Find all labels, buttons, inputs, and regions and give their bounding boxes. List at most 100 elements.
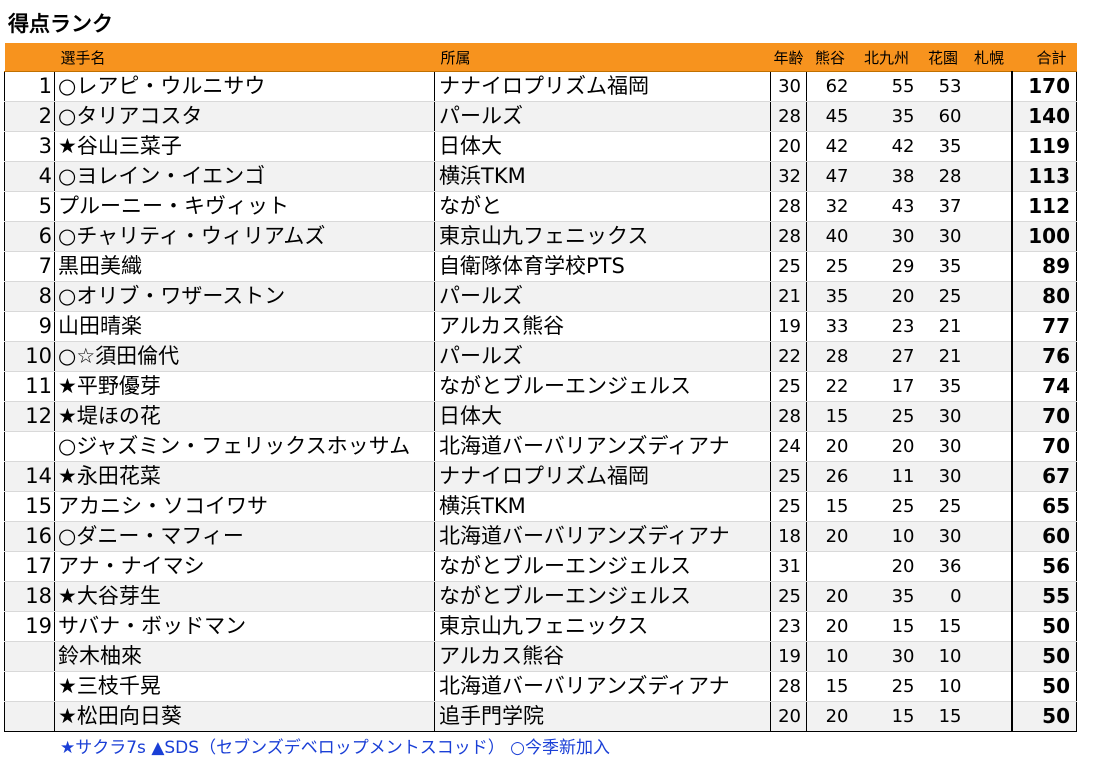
hanazono-points-cell: 30 bbox=[919, 461, 967, 492]
total-points-cell: 80 bbox=[1011, 281, 1078, 312]
hanazono-points-cell: 28 bbox=[919, 161, 967, 192]
kumagaya-points-cell: 15 bbox=[806, 401, 854, 432]
kumagaya-points-cell: 20 bbox=[806, 521, 854, 552]
age-cell: 25 bbox=[770, 461, 808, 492]
table-row: 5 プルーニー・キヴィット ながと 28 32 43 37 112 bbox=[4, 191, 1078, 222]
table-row: 鈴木柚來 アルカス熊谷 19 10 30 10 50 bbox=[4, 641, 1078, 672]
kitakyushu-points-cell: 55 bbox=[853, 71, 920, 102]
kitakyushu-points-cell: 23 bbox=[853, 311, 920, 342]
total-points-cell: 55 bbox=[1011, 581, 1078, 612]
player-name-cell: ○ヨレイン・イエンゴ bbox=[54, 161, 435, 192]
page-title: 得点ランク bbox=[8, 12, 113, 36]
age-cell: 19 bbox=[770, 641, 808, 672]
rank-cell bbox=[4, 701, 55, 732]
hanazono-points-cell: 25 bbox=[919, 491, 967, 522]
rank-cell: 10 bbox=[4, 341, 55, 372]
kitakyushu-points-cell: 42 bbox=[853, 131, 920, 162]
rank-cell: 9 bbox=[4, 311, 55, 342]
sapporo-points-cell bbox=[966, 281, 1013, 312]
total-points-cell: 170 bbox=[1011, 71, 1078, 102]
rank-cell bbox=[4, 671, 55, 702]
kitakyushu-points-cell: 38 bbox=[853, 161, 920, 192]
sapporo-points-cell bbox=[966, 371, 1013, 402]
total-points-cell: 56 bbox=[1011, 551, 1078, 582]
table-row: 14 ★永田花菜 ナナイロプリズム福岡 25 26 11 30 67 bbox=[4, 461, 1078, 492]
table-row: 11 ★平野優芽 ながとブルーエンジェルス 25 22 17 35 74 bbox=[4, 371, 1078, 402]
player-name-cell: ★堤ほの花 bbox=[54, 401, 435, 432]
rank-cell: 19 bbox=[4, 611, 55, 642]
hanazono-points-cell: 37 bbox=[919, 191, 967, 222]
total-points-cell: 119 bbox=[1011, 131, 1078, 162]
total-points-cell: 89 bbox=[1011, 251, 1078, 282]
hanazono-points-cell: 30 bbox=[919, 521, 967, 552]
table-row: 2 ○タリアコスタ パールズ 28 45 35 60 140 bbox=[4, 101, 1078, 132]
player-name-cell: ★永田花菜 bbox=[54, 461, 435, 492]
table-body: 1 ○レアピ・ウルニサウ ナナイロプリズム福岡 30 62 55 53 170 2 ○タリアコスタ… bbox=[4, 71, 1078, 732]
total-points-cell: 140 bbox=[1011, 101, 1078, 132]
team-cell: ながとブルーエンジェルス bbox=[434, 581, 771, 612]
rank-cell: 17 bbox=[4, 551, 55, 582]
rank-cell bbox=[4, 641, 55, 672]
header-rank bbox=[4, 43, 55, 72]
total-points-cell: 70 bbox=[1011, 401, 1078, 432]
kitakyushu-points-cell: 30 bbox=[853, 221, 920, 252]
age-cell: 24 bbox=[770, 431, 808, 462]
header-hanazono: 花園 bbox=[919, 43, 967, 72]
age-cell: 21 bbox=[770, 281, 808, 312]
kumagaya-points-cell: 42 bbox=[806, 131, 854, 162]
table-row: 9 山田晴楽 アルカス熊谷 19 33 23 21 77 bbox=[4, 311, 1078, 342]
team-cell: ナナイロプリズム福岡 bbox=[434, 461, 771, 492]
kumagaya-points-cell: 20 bbox=[806, 431, 854, 462]
kitakyushu-points-cell: 35 bbox=[853, 101, 920, 132]
sapporo-points-cell bbox=[966, 341, 1013, 372]
age-cell: 19 bbox=[770, 311, 808, 342]
player-name-cell: ○ジャズミン・フェリックスホッサム bbox=[54, 431, 435, 462]
sapporo-points-cell bbox=[966, 401, 1013, 432]
player-name-cell: ○☆須田倫代 bbox=[54, 341, 435, 372]
hanazono-points-cell: 21 bbox=[919, 311, 967, 342]
total-points-cell: 70 bbox=[1011, 431, 1078, 462]
hanazono-points-cell: 36 bbox=[919, 551, 967, 582]
total-points-cell: 60 bbox=[1011, 521, 1078, 552]
kitakyushu-points-cell: 10 bbox=[853, 521, 920, 552]
team-cell: 北海道バーバリアンズディアナ bbox=[434, 431, 771, 462]
total-points-cell: 67 bbox=[1011, 461, 1078, 492]
team-cell: 自衛隊体育学校PTS bbox=[434, 251, 771, 282]
sapporo-points-cell bbox=[966, 191, 1013, 222]
age-cell: 28 bbox=[770, 401, 808, 432]
age-cell: 28 bbox=[770, 671, 808, 702]
hanazono-points-cell: 15 bbox=[919, 611, 967, 642]
sapporo-points-cell bbox=[966, 491, 1013, 522]
player-name-cell: ○チャリティ・ウィリアムズ bbox=[54, 221, 435, 252]
hanazono-points-cell: 10 bbox=[919, 671, 967, 702]
table-row: 10 ○☆須田倫代 パールズ 22 28 27 21 76 bbox=[4, 341, 1078, 372]
age-cell: 28 bbox=[770, 191, 808, 222]
team-cell: 横浜TKM bbox=[434, 161, 771, 192]
table-row: 8 ○オリブ・ワザーストン パールズ 21 35 20 25 80 bbox=[4, 281, 1078, 312]
team-cell: パールズ bbox=[434, 281, 771, 312]
age-cell: 25 bbox=[770, 491, 808, 522]
rank-cell: 3 bbox=[4, 131, 55, 162]
kumagaya-points-cell: 26 bbox=[806, 461, 854, 492]
kumagaya-points-cell: 35 bbox=[806, 281, 854, 312]
scoring-ranking-table: 選手名 所属 年齢 熊谷 北九州 花園 札幌 合計 1 ○レアピ・ウルニサウ ナナイ… bbox=[4, 43, 1078, 732]
player-name-cell: ○タリアコスタ bbox=[54, 101, 435, 132]
total-points-cell: 50 bbox=[1011, 671, 1078, 702]
player-name-cell: 山田晴楽 bbox=[54, 311, 435, 342]
team-cell: 日体大 bbox=[434, 401, 771, 432]
player-name-cell: ★谷山三菜子 bbox=[54, 131, 435, 162]
kumagaya-points-cell: 45 bbox=[806, 101, 854, 132]
kitakyushu-points-cell: 17 bbox=[853, 371, 920, 402]
sapporo-points-cell bbox=[966, 71, 1013, 102]
rank-cell: 15 bbox=[4, 491, 55, 522]
kitakyushu-points-cell: 27 bbox=[853, 341, 920, 372]
age-cell: 28 bbox=[770, 101, 808, 132]
sapporo-points-cell bbox=[966, 641, 1013, 672]
team-cell: 北海道バーバリアンズディアナ bbox=[434, 521, 771, 552]
total-points-cell: 112 bbox=[1011, 191, 1078, 222]
header-kumagaya: 熊谷 bbox=[806, 43, 854, 72]
table-row: 4 ○ヨレイン・イエンゴ 横浜TKM 32 47 38 28 113 bbox=[4, 161, 1078, 192]
total-points-cell: 113 bbox=[1011, 161, 1078, 192]
sapporo-points-cell bbox=[966, 161, 1013, 192]
legend-note: ★サクラ7s ▲SDS（セブンズデベロップメントスコッド） ○今季新加入 bbox=[60, 738, 610, 758]
